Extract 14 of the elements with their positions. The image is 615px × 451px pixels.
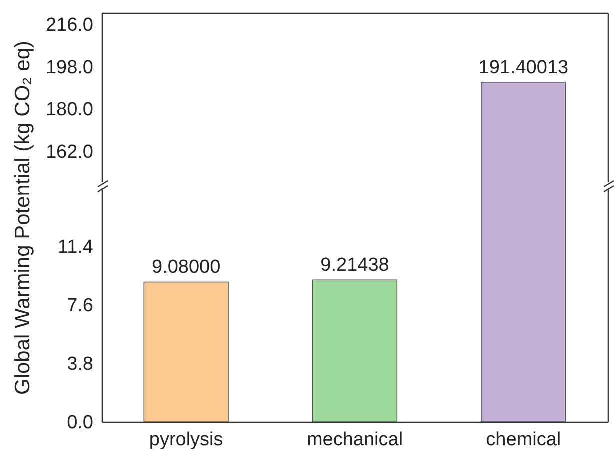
y-axis-title: Global Warming Potential (kg CO₂ eq) bbox=[12, 40, 34, 396]
y-tick-label: 7.6 bbox=[67, 296, 94, 316]
y-tick-label: 198.0 bbox=[46, 57, 94, 78]
y-tick-label: 11.4 bbox=[58, 237, 94, 258]
x-tick-label: mechanical bbox=[306, 430, 404, 450]
y-tick-label: 162.0 bbox=[46, 142, 94, 163]
y-tick-label: 0.0 bbox=[67, 412, 94, 434]
y-tick-label: 3.8 bbox=[67, 354, 94, 375]
y-tick-label: 180.0 bbox=[46, 100, 94, 121]
data-label: 9.21438 bbox=[320, 255, 390, 276]
data-label: 9.08000 bbox=[152, 257, 221, 278]
data-label: 191.40013 bbox=[478, 57, 569, 78]
y-tick-label: 216.0 bbox=[46, 15, 94, 36]
x-tick-label: chemical bbox=[486, 430, 562, 450]
